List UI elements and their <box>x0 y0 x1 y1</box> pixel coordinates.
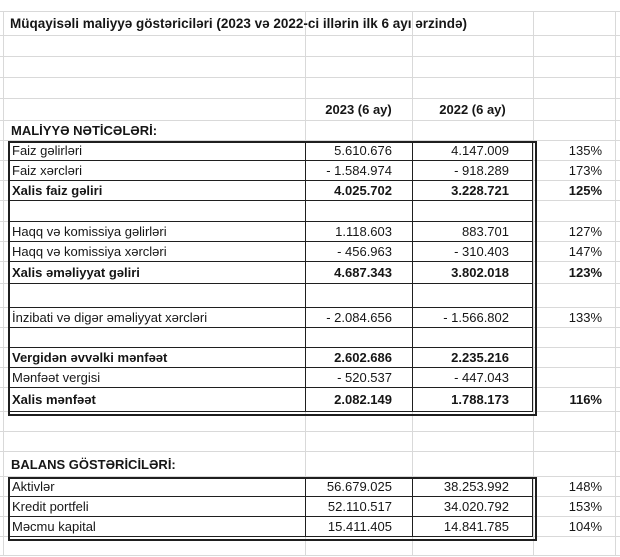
value-2022-cell: 14.841.785 <box>412 517 533 537</box>
row-label-cell: İnzibati və digər əməliyyat xərcləri <box>8 308 305 328</box>
balance-table: Aktivlər 56.679.025 38.253.992 148% Kred… <box>0 477 620 541</box>
empty-row <box>0 36 620 57</box>
empty-row <box>0 432 620 452</box>
percent-cell: 173% <box>533 161 615 181</box>
value-2023-cell: 52.110.517 <box>305 497 412 517</box>
value-2022-cell: 3.802.018 <box>412 262 533 284</box>
value-2022-cell: 4.147.009 <box>412 141 533 161</box>
section-heading-row: MALİYYƏ NƏTİCƏLƏRİ: <box>0 121 620 141</box>
row-label-cell: Xalis faiz gəliri <box>8 181 305 201</box>
percent-cell: 127% <box>533 222 615 242</box>
value-2022-cell: 2.235.216 <box>412 348 533 368</box>
section-heading-row: BALANS GÖSTƏRİCİLƏRİ: <box>0 452 620 477</box>
table-row-subtotal: Xalis əməliyyat gəliri 4.687.343 3.802.0… <box>0 262 620 284</box>
table-row-total: Xalis mənfəət 2.082.149 1.788.173 116% <box>0 388 620 412</box>
title-row: Müqayisəli maliyyə göstəriciləri (2023 v… <box>0 12 620 36</box>
value-2022-cell: 1.788.173 <box>412 388 533 412</box>
value-2023-cell: 1.118.603 <box>305 222 412 242</box>
percent-cell: 147% <box>533 242 615 262</box>
row-label-cell: Aktivlər <box>8 477 305 497</box>
column-header-2023: 2023 (6 ay) <box>325 102 392 117</box>
gridline <box>533 12 534 556</box>
table-row: İnzibati və digər əməliyyat xərcləri - 2… <box>0 308 620 328</box>
value-2022-cell: - 918.289 <box>412 161 533 181</box>
page-title: Müqayisəli maliyyə göstəriciləri (2023 v… <box>10 16 467 31</box>
value-2023-cell: 15.411.405 <box>305 517 412 537</box>
empty-row <box>0 412 620 432</box>
row-label-cell: Faiz xərcləri <box>8 161 305 181</box>
empty-row <box>0 57 620 78</box>
row-label-cell: Kredit portfeli <box>8 497 305 517</box>
table-row: Faiz xərcləri - 1.584.974 - 918.289 173% <box>0 161 620 181</box>
spacer-row <box>0 328 620 348</box>
row-label-cell: Faiz gəlirləri <box>8 141 305 161</box>
percent-cell: 153% <box>533 497 615 517</box>
percent-cell: 104% <box>533 517 615 537</box>
row-label-cell: Haqq və komissiya xərcləri <box>8 242 305 262</box>
table-row: Haqq və komissiya gəlirləri 1.118.603 88… <box>0 222 620 242</box>
spacer-row <box>0 201 620 222</box>
row-label-cell: Mənfəət vergisi <box>8 368 305 388</box>
value-2023-cell: - 1.584.974 <box>305 161 412 181</box>
value-2023-cell: 2.082.149 <box>305 388 412 412</box>
value-2023-cell: 56.679.025 <box>305 477 412 497</box>
column-header-2022: 2022 (6 ay) <box>439 102 506 117</box>
row-label-cell: Məcmu kapital <box>8 517 305 537</box>
row-label-cell: Haqq və komissiya gəlirləri <box>8 222 305 242</box>
percent-cell: 133% <box>533 308 615 328</box>
value-2022-cell: 883.701 <box>412 222 533 242</box>
column-header-row: 2023 (6 ay) 2022 (6 ay) <box>0 99 620 121</box>
empty-row <box>0 78 620 99</box>
percent-cell: 116% <box>533 388 615 412</box>
value-2023-cell: - 2.084.656 <box>305 308 412 328</box>
row-label-cell: Vergidən əvvəlki mənfəət <box>8 348 305 368</box>
table-row: Aktivlər 56.679.025 38.253.992 148% <box>0 477 620 497</box>
value-2023-cell: 2.602.686 <box>305 348 412 368</box>
table-row-subtotal: Xalis faiz gəliri 4.025.702 3.228.721 12… <box>0 181 620 201</box>
row-label-cell: Xalis əməliyyat gəliri <box>8 262 305 284</box>
value-2022-cell: - 1.566.802 <box>412 308 533 328</box>
spacer-row <box>0 284 620 308</box>
percent-cell: 135% <box>533 141 615 161</box>
value-2022-cell: - 310.403 <box>412 242 533 262</box>
value-2022-cell: 3.228.721 <box>412 181 533 201</box>
table-row: Kredit portfeli 52.110.517 34.020.792 15… <box>0 497 620 517</box>
percent-cell: 123% <box>533 262 615 284</box>
percent-cell: 148% <box>533 477 615 497</box>
empty-row <box>0 0 620 12</box>
table-row: Məcmu kapital 15.411.405 14.841.785 104% <box>0 517 620 537</box>
row-label-cell: Xalis mənfəət <box>8 388 305 412</box>
empty-row <box>0 537 620 556</box>
percent-cell: 125% <box>533 181 615 201</box>
table-row-subtotal: Vergidən əvvəlki mənfəət 2.602.686 2.235… <box>0 348 620 368</box>
value-2023-cell: 5.610.676 <box>305 141 412 161</box>
value-2023-cell: 4.687.343 <box>305 262 412 284</box>
value-2023-cell: 4.025.702 <box>305 181 412 201</box>
value-2022-cell: 38.253.992 <box>412 477 533 497</box>
table-row: Mənfəət vergisi - 520.537 - 447.043 <box>0 368 620 388</box>
section-heading-balance: BALANS GÖSTƏRİCİLƏRİ: <box>11 456 176 472</box>
percent-cell <box>533 368 615 388</box>
gridline <box>615 12 616 556</box>
finance-table: Faiz gəlirləri 5.610.676 4.147.009 135% … <box>0 141 620 416</box>
value-2023-cell: - 520.537 <box>305 368 412 388</box>
gridline <box>3 12 4 556</box>
value-2022-cell: 34.020.792 <box>412 497 533 517</box>
percent-cell <box>533 348 615 368</box>
section-heading-finance: MALİYYƏ NƏTİCƏLƏRİ: <box>11 123 158 138</box>
table-row: Haqq və komissiya xərcləri - 456.963 - 3… <box>0 242 620 262</box>
value-2022-cell: - 447.043 <box>412 368 533 388</box>
table-row: Faiz gəlirləri 5.610.676 4.147.009 135% <box>0 141 620 161</box>
value-2023-cell: - 456.963 <box>305 242 412 262</box>
